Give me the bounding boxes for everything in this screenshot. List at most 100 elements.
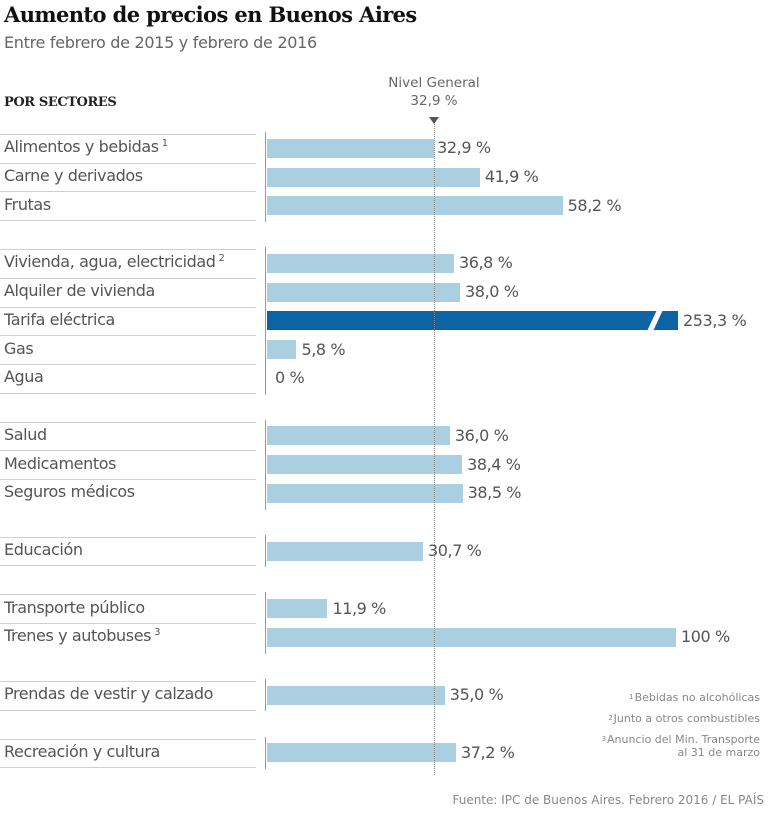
axis-line [265,592,266,654]
bar [267,426,450,446]
value-label: 35,0 % [449,685,504,705]
footnote-marker: 3 [601,735,607,743]
source-credit: Fuente: IPC de Buenos Aires. Febrero 201… [452,793,764,807]
bar [267,685,445,705]
bar [267,196,563,216]
chart-subtitle: Entre febrero de 2015 y febrero de 2016 [4,33,317,52]
row-label: Agua [4,367,44,387]
bar [267,627,676,647]
footnote-text: al 31 de marzo [677,746,760,759]
axis-line [265,247,266,395]
category-label: Gas [4,338,34,358]
footnote-text: Bebidas no alcohólicas [634,691,760,704]
row-label: Transporte público [4,598,145,618]
axis-line [265,534,266,568]
row-separator [0,220,256,222]
category-label: Seguros médicos [4,482,135,502]
category-label: Transporte público [4,597,145,617]
footnote-marker: 2 [608,714,613,722]
row-label: Trenes y autobuses 3 [4,626,160,646]
bar [267,541,423,561]
category-label: Agua [4,367,44,387]
category-label: Trenes y autobuses [4,626,152,646]
value-label: 37,2 % [460,742,515,762]
bar [267,253,454,273]
category-label: Tarifa eléctrica [4,309,115,329]
row-separator [0,249,256,251]
row-separator [0,392,256,394]
value-label: 5,8 % [301,339,346,359]
bar [267,138,435,158]
value-label: 0 % [275,368,305,388]
value-label: 58,2 % [567,195,622,215]
reference-arrow-icon [429,117,440,124]
footnote-text: Junto a otros combustibles [613,712,760,725]
row-separator [0,623,256,625]
row-separator [0,277,256,279]
value-label: 253,3 % [683,310,747,330]
bar [267,167,480,187]
row-separator [0,479,256,480]
value-label: 36,0 % [454,425,509,445]
axis-line [265,678,266,712]
category-label: Medicamentos [4,453,117,473]
bar [267,599,328,619]
row-label: Carne y derivados [4,166,143,186]
row-label: Frutas [4,195,51,215]
bar [267,311,678,331]
row-separator [0,738,256,740]
row-label: Seguros médicos [4,482,135,502]
value-label: 38,4 % [467,454,521,474]
value-label: 38,0 % [465,282,519,302]
row-label: Gas [4,338,34,359]
bar [267,455,463,475]
category-label: Alimentos y bebidas [4,137,159,157]
footnote: 3Anuncio del Min. Transporte al 31 de mar… [602,733,760,759]
category-label: Salud [4,424,47,444]
row-separator [0,306,256,308]
row-label: Recreación y cultura [4,742,160,762]
axis-line [265,419,266,510]
footnote: 2Junto a otros combustibles [608,712,760,725]
row-label: Medicamentos [4,454,116,474]
axis-line [265,132,266,223]
value-label: 41,9 % [484,167,539,187]
footnote: 1Bebidas no alcohólicas [629,691,760,704]
row-label: Educación [4,540,83,560]
value-label: 38,5 % [467,483,522,503]
row-separator [0,536,256,538]
row-label: Tarifa eléctrica [4,310,115,330]
row-separator [0,450,256,452]
value-label: 36,8 % [458,253,513,273]
footnote-text: Anuncio del Min. Transporte [607,733,760,746]
value-label: 32,9 % [437,138,491,158]
row-separator [0,709,256,711]
row-label: Prendas de vestir y calzado [4,684,213,704]
row-label: Alquiler de vivienda [4,281,155,301]
category-label: Carne y derivados [4,166,143,186]
footnote-marker: 2 [218,253,225,265]
row-separator [0,363,256,365]
category-label: Frutas [4,194,51,214]
row-label: Salud [4,425,47,445]
footnote-marker: 3 [154,627,161,639]
axis-line [265,736,266,770]
row-label: Vivienda, agua, electricidad 2 [4,252,225,272]
category-label: Alquiler de vivienda [4,281,155,301]
footnote-marker: 1 [161,138,168,150]
reference-line [433,124,435,776]
row-separator [0,134,256,135]
row-separator [0,767,256,769]
reference-value-label: 32,9 % [410,93,458,109]
row-separator [0,191,256,193]
row-separator [0,162,256,164]
bar [267,282,461,302]
row-separator [0,421,256,423]
category-label: Educación [4,540,83,560]
section-label: POR SECTORES [4,95,117,110]
row-separator [0,335,256,337]
chart-title: Aumento de precios en Buenos Aires [4,2,417,27]
row-separator [0,565,256,567]
row-label: Alimentos y bebidas 1 [4,137,168,157]
row-separator [0,680,256,682]
